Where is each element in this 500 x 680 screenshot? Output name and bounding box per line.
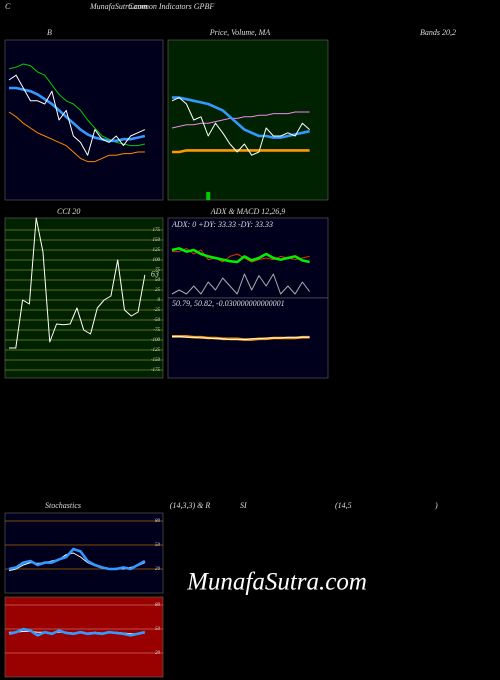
series-line — [171, 247, 310, 264]
chart-title: CCI 20 — [57, 207, 80, 216]
series-line — [171, 97, 310, 156]
y-tick-label: 75 — [155, 268, 161, 273]
series-line — [171, 111, 310, 129]
series-line — [172, 149, 310, 154]
series-line — [8, 74, 146, 156]
y-tick-label: 25 — [155, 288, 161, 293]
y-tick-label: 50 — [155, 278, 161, 283]
annotation: ADX: 0 +DY: 33.33 -DY: 33.33 — [171, 220, 273, 229]
y-tick-label: 50 — [155, 543, 161, 548]
y-tick-label: -100 — [151, 338, 161, 343]
y-tick-label: 50 — [155, 627, 161, 632]
chart-subtitle: (14,5 — [335, 501, 352, 510]
chart-title: Price, Volume, MA — [209, 28, 271, 37]
header-title: Common Indicators GPBF — [128, 2, 214, 11]
series-line — [171, 273, 310, 295]
series-line — [172, 335, 310, 341]
panel — [4, 39, 164, 201]
y-tick-label: 80 — [155, 519, 161, 524]
y-tick-label: 80 — [155, 603, 161, 608]
header-letter: C — [5, 2, 11, 11]
y-tick-label: 150 — [153, 238, 161, 243]
chart-subtitle: (14,3,3) & R — [170, 501, 211, 510]
y-tick-label: 0 — [158, 298, 161, 303]
y-tick-label: 100 — [153, 258, 161, 263]
panel — [4, 512, 164, 594]
panel — [4, 596, 164, 678]
chart-title: ADX & MACD 12,26,9 — [210, 207, 285, 216]
chart-title: SI — [240, 501, 247, 510]
panel — [4, 217, 164, 379]
volume-bar — [206, 192, 211, 200]
y-tick-label: -75 — [153, 328, 160, 333]
y-tick-label: -25 — [153, 308, 160, 313]
y-tick-label: 125 — [153, 248, 161, 253]
chart-title: Stochastics — [45, 501, 81, 510]
series-line — [8, 111, 145, 163]
y-tick-label: 20 — [155, 567, 161, 572]
chart-title: B — [47, 28, 52, 37]
y-tick-label: 175 — [153, 228, 161, 233]
value-label: 63 — [151, 270, 159, 279]
series-line — [8, 627, 146, 637]
panel — [167, 39, 329, 201]
series-line — [8, 547, 146, 571]
chart-note: ) — [434, 501, 438, 510]
y-tick-label: -125 — [151, 348, 161, 353]
watermark: MunafaSutra.com — [186, 569, 367, 596]
annotation: 50.79, 50.82, -0.030000000000001 — [172, 299, 285, 308]
series-line — [9, 217, 146, 349]
series-line — [172, 96, 310, 139]
y-tick-label: -50 — [153, 318, 160, 323]
chart-subtitle: Bands 20,2 — [420, 28, 456, 37]
series-line — [9, 86, 146, 143]
header-site: MunafaSutra.com — [89, 2, 148, 11]
y-tick-label: -175 — [151, 368, 161, 373]
y-tick-label: 20 — [155, 651, 161, 656]
y-tick-label: -150 — [151, 358, 161, 363]
